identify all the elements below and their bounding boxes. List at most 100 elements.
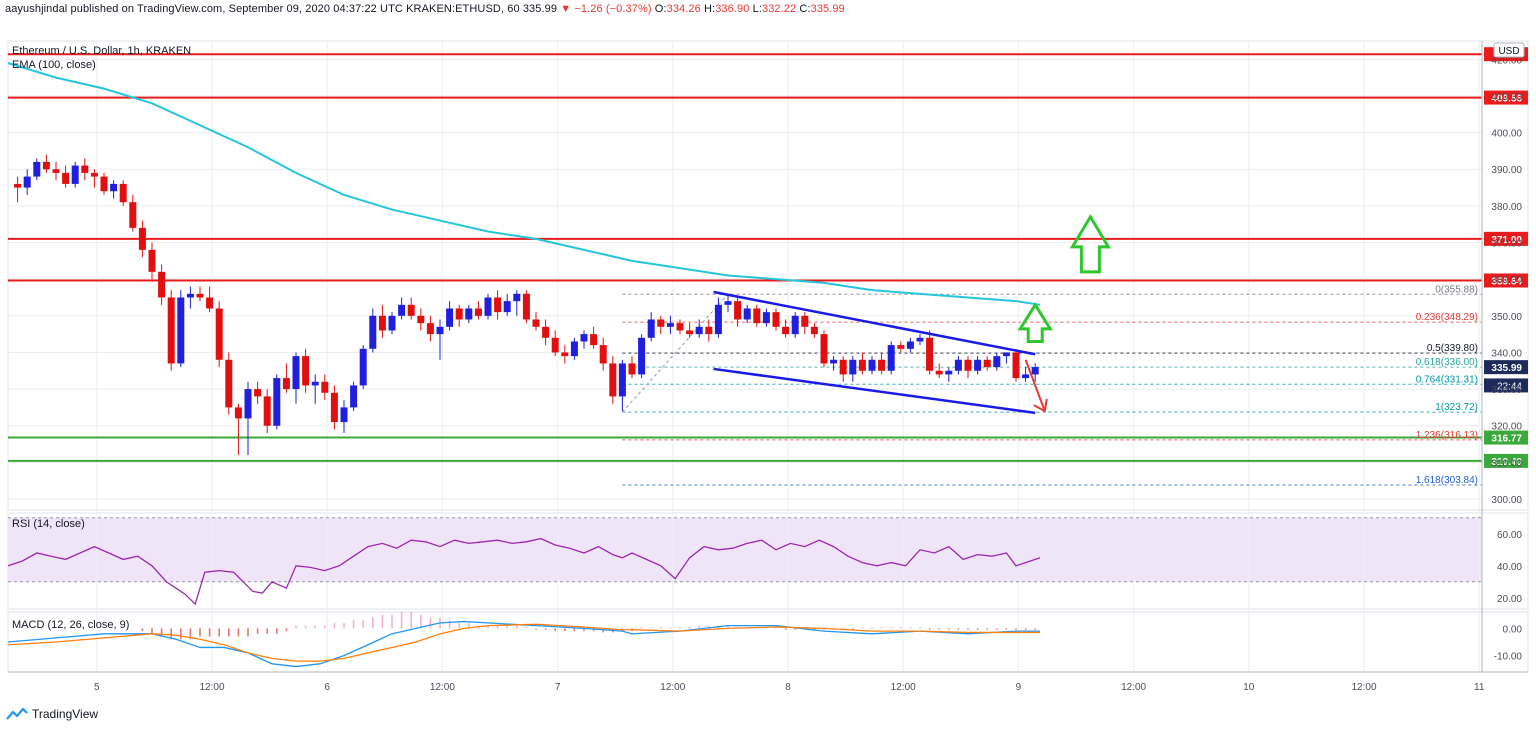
resistance-tag-label: 409.56 (1491, 94, 1522, 105)
macd-histogram-bar (544, 628, 547, 630)
macd-tick-label: 0.00 (1503, 624, 1523, 635)
bullish-candle (292, 356, 300, 390)
fib-level-label: 0.5(339.80) (1427, 343, 1478, 354)
rsi-pane[interactable] (7, 512, 1529, 610)
bearish-candle (378, 315, 386, 331)
macd-histogram-bar (333, 622, 336, 629)
macd-histogram-bar (381, 614, 384, 629)
high-value: 336.90 (715, 3, 750, 15)
bearish-candle (129, 202, 137, 228)
macd-histogram-bar (525, 627, 528, 629)
bullish-candle (110, 183, 118, 192)
bearish-candle (599, 345, 607, 364)
bullish-candle (887, 345, 895, 371)
bullish-candle (945, 370, 953, 375)
macd-histogram-bar (708, 625, 710, 629)
price-tick-label: 300.00 (1491, 495, 1522, 506)
green-up-arrow (1069, 213, 1112, 274)
low-value: 332.22 (762, 3, 797, 15)
bearish-candle (551, 337, 559, 353)
bullish-candle (791, 315, 799, 335)
resistance-tag (1484, 273, 1528, 288)
macd-histogram-bar (784, 628, 787, 630)
macd-histogram-bar (919, 627, 921, 629)
rsi-series (7, 517, 1482, 606)
bullish-candle (244, 389, 252, 419)
bearish-candle (926, 337, 934, 371)
currency-badge (1493, 42, 1525, 58)
time-tick-label: 8 (785, 682, 791, 693)
rsi-legend-label: RSI (14, close) (12, 518, 85, 530)
candlesticks (14, 154, 1039, 456)
macd-histogram-bar (660, 627, 662, 629)
macd-histogram-bar (928, 628, 931, 630)
macd-histogram-bar (909, 627, 912, 629)
tradingview-logo-icon (6, 708, 28, 720)
bearish-candle (772, 312, 780, 327)
macd-histogram-bar (688, 627, 691, 629)
bullish-candle (465, 308, 473, 320)
bullish-candle (350, 385, 358, 408)
low-label: L: (752, 3, 762, 15)
macd-histogram-bar (823, 628, 825, 630)
bullish-candle (23, 176, 31, 188)
bearish-candle (254, 389, 262, 397)
time-tick-label: 7 (555, 682, 561, 693)
macd-histogram-bar (218, 628, 220, 637)
support-tag-label: 316.77 (1491, 434, 1522, 445)
time-tick-label: 10 (1243, 682, 1255, 693)
macd-histogram-bar (343, 622, 345, 629)
macd-histogram-bar (487, 625, 489, 629)
bearish-candle (282, 378, 290, 390)
macd-histogram-bar (458, 622, 460, 629)
bullish-candle (1031, 367, 1039, 375)
macd-polyline (7, 620, 1040, 668)
bullish-candle (724, 301, 732, 305)
macd-histogram-bar (410, 612, 412, 629)
open-label: O: (654, 3, 667, 15)
open-value: 334.26 (666, 3, 701, 15)
macd-histogram-bar (861, 627, 864, 629)
macd-pane[interactable] (7, 611, 1529, 673)
price-tick-label: 380.00 (1491, 202, 1522, 213)
bullish-candle (974, 359, 982, 371)
macd-histogram-bar (208, 628, 211, 637)
macd-histogram-bar (429, 617, 432, 629)
bullish-candle (906, 341, 914, 349)
macd-histogram-bar (871, 627, 873, 629)
macd-histogram-bar (650, 627, 652, 629)
bullish-candle (714, 304, 722, 335)
time-tick-label: 12:00 (1351, 682, 1376, 693)
macd-histogram-bar (362, 620, 364, 629)
macd-series (7, 612, 1040, 668)
macd-histogram-bar (352, 620, 355, 629)
price-change: −1.26 (−0.37%) (574, 3, 652, 15)
bearish-candle (234, 407, 242, 419)
macd-histogram-bar (890, 627, 892, 629)
bearish-candle (330, 392, 338, 423)
price-pane[interactable] (7, 40, 1529, 511)
bullish-candle (993, 356, 1001, 368)
chart-title: Ethereum / U.S. Dollar, 1h, KRAKEN (12, 45, 191, 57)
bullish-candle (1002, 352, 1010, 357)
bullish-candle (647, 319, 655, 338)
close-value: 335.99 (810, 3, 845, 15)
bearish-candle (753, 308, 761, 324)
publisher-name[interactable]: aayushjindal (5, 3, 68, 15)
bearish-candle (302, 356, 310, 386)
macd-histogram-bar (304, 625, 307, 629)
macd-histogram-bar (698, 625, 700, 629)
bullish-candle (666, 323, 674, 327)
ema-line (7, 62, 1041, 306)
macd-histogram-bar (295, 625, 297, 629)
countdown-tag (1484, 378, 1528, 393)
grid-lines (8, 41, 1482, 672)
bearish-candle (138, 227, 146, 250)
macd-histogram-bar (813, 628, 816, 630)
fib-level-label: 1(323.72) (1435, 402, 1478, 413)
macd-histogram-bar (151, 628, 153, 634)
time-tick-label: 9 (1016, 682, 1022, 693)
horizontal-levels: 409.56 371.00 359.64 316.77 310.40 335.99 22:4… (8, 47, 1528, 468)
tradingview-brand[interactable]: TradingView (32, 707, 99, 721)
